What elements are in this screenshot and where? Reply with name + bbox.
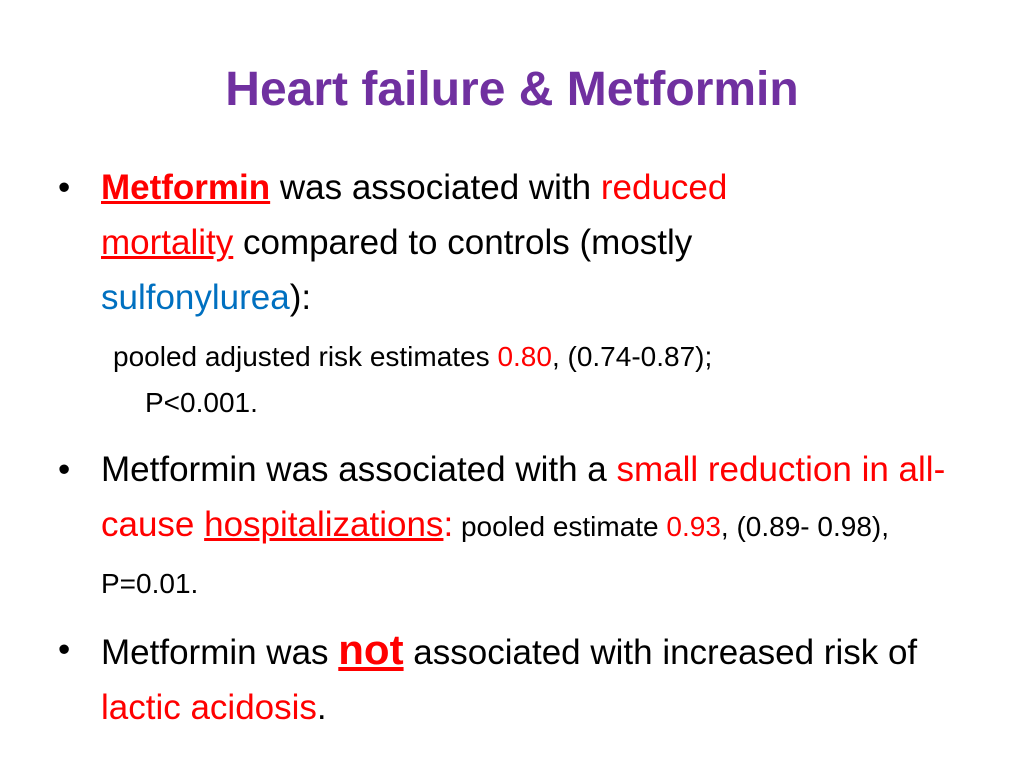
text: Metformin was (101, 633, 339, 672)
hospitalizations-text: hospitalizations (204, 505, 444, 544)
sub-bullet-risk-estimate: pooled adjusted risk estimates 0.80, (0.… (113, 334, 913, 426)
bullet-text: Metformin was associated with a small re… (101, 442, 978, 611)
bullet-hospitalizations: • Metformin was associated with a small … (58, 442, 978, 611)
reduced-text: reduced (600, 168, 728, 207)
bullet-metformin-mortality: • Metformin was associated with reduced m… (58, 160, 978, 325)
sulfonylurea-text: sulfonylurea (101, 278, 290, 317)
text: pooled adjusted risk estimates (113, 341, 498, 372)
small-reduction-text: small reduction in all-cause (101, 450, 946, 544)
colon: : (443, 505, 454, 544)
metformin-keyword: Metformin (101, 168, 271, 207)
text: ): (289, 278, 312, 317)
text: , (0.74-0.87); (551, 341, 713, 372)
lactic-acidosis-text: lactic acidosis (101, 688, 317, 727)
p-value: P<0.001. (145, 387, 258, 418)
text: associated with increased risk of (403, 633, 918, 672)
period: . (316, 688, 327, 727)
bullet-text: Metformin was associated with reduced mor… (101, 160, 978, 325)
bullet-dot: • (58, 450, 71, 489)
slide-title: Heart failure & Metformin (225, 63, 799, 116)
text: was associated with (270, 168, 601, 207)
mortality-text: mortality (101, 223, 234, 262)
text: , (0.89- 0.98), P=0.01. (101, 511, 890, 599)
bullet-dot: • (58, 630, 71, 669)
not-keyword: not (338, 626, 404, 673)
risk-value: 0.80 (497, 341, 552, 372)
text: compared to controls (mostly (233, 223, 693, 262)
bullet-dot: • (58, 168, 71, 207)
bullet-text: Metformin was not associated with increa… (101, 622, 978, 735)
bullet-lactic-acidosis: • Metformin was not associated with incr… (58, 622, 978, 735)
text: pooled estimate (453, 511, 667, 542)
text: Metformin was associated with a (101, 450, 617, 489)
estimate-value: 0.93 (666, 511, 721, 542)
